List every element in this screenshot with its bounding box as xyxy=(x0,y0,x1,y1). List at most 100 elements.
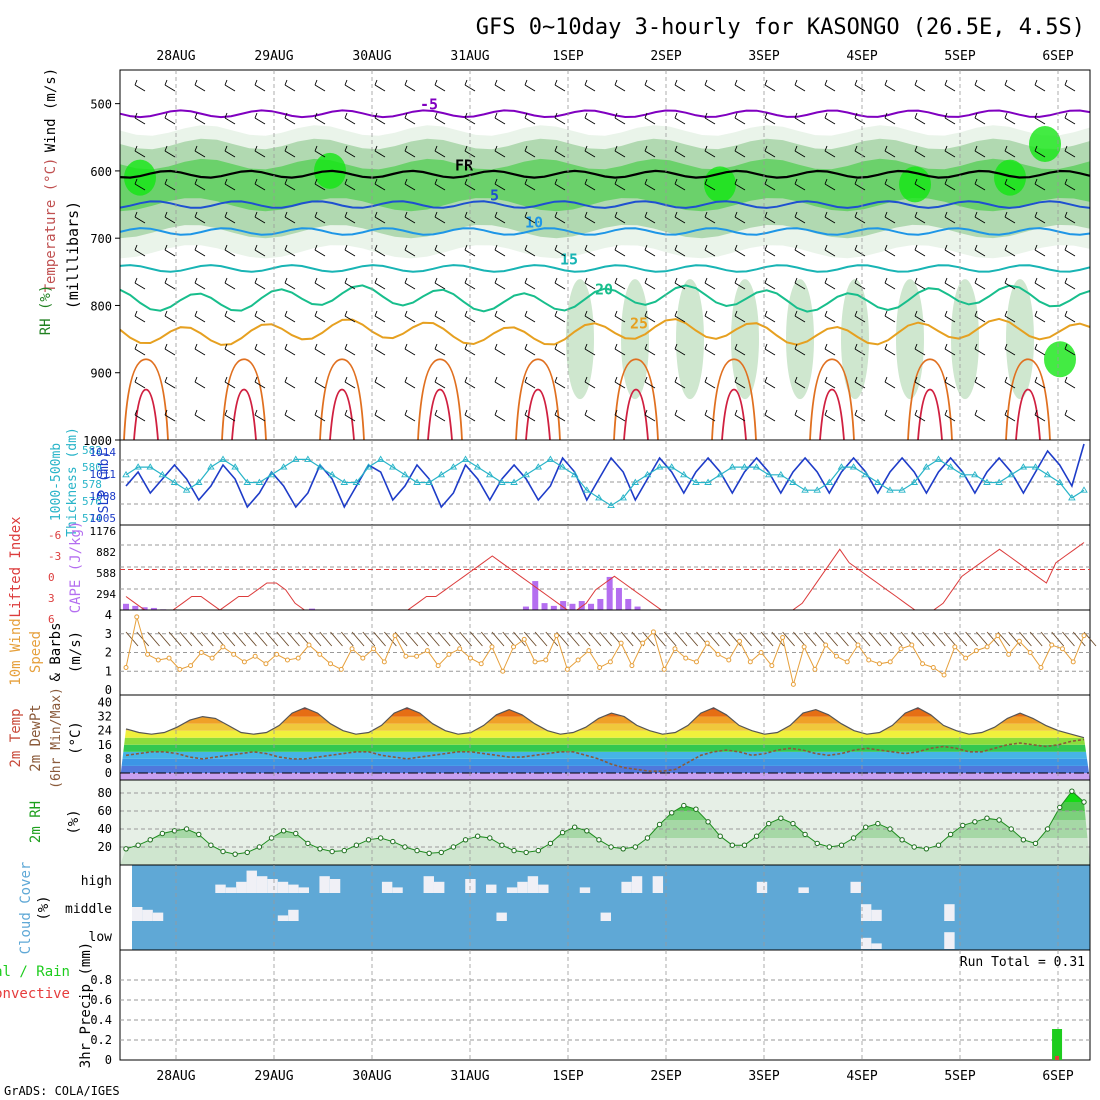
wind-barb xyxy=(1004,117,1016,125)
rh-convective-column xyxy=(896,279,924,400)
rh-shade-band xyxy=(120,158,1090,212)
wind-barb-flag xyxy=(794,211,798,218)
wind-barb xyxy=(734,381,746,389)
wind-barb xyxy=(344,84,356,92)
wind-barb-flag xyxy=(914,211,918,218)
wind-barb xyxy=(254,183,266,191)
date-label-bottom: 5SEP xyxy=(944,1069,975,1084)
cloud-high-bar xyxy=(538,884,549,893)
wind-barb xyxy=(314,216,326,224)
wind-barb-flag xyxy=(764,343,768,350)
wind-barb xyxy=(854,84,866,92)
wind-barb-flag xyxy=(704,211,708,218)
wind-barb xyxy=(164,414,176,422)
wind-speed-marker xyxy=(1070,659,1076,665)
cloud-high-bar xyxy=(329,879,341,893)
wind-barb xyxy=(674,183,686,191)
wind-barb xyxy=(524,84,536,92)
wind-barb-flag xyxy=(434,79,438,86)
thickness-marker xyxy=(413,478,421,485)
wind-speed-marker xyxy=(511,644,517,650)
wind-barb-flag xyxy=(134,145,138,152)
rh-marker xyxy=(244,849,250,856)
date-label-top: 1SEP xyxy=(552,49,583,64)
wind-barb xyxy=(868,631,882,647)
wind-barb-flag xyxy=(194,211,198,218)
contour-label: -5 xyxy=(420,96,438,114)
wind-speed-marker xyxy=(543,657,549,663)
warm-contour-loop xyxy=(613,358,659,441)
wind-barb-flag xyxy=(914,343,918,350)
rh-marker xyxy=(960,822,966,829)
wind-barb xyxy=(584,84,596,92)
wind-speed-marker xyxy=(876,661,882,667)
wind-barb xyxy=(704,150,716,158)
rh-convective-column xyxy=(676,279,704,400)
wind-barb xyxy=(314,183,326,191)
wind-barb-flag xyxy=(704,409,708,416)
rh-convective-column xyxy=(731,279,759,400)
wind-barb xyxy=(854,414,866,422)
wind-barb xyxy=(944,183,956,191)
cloud-high-bar xyxy=(517,881,528,893)
wind-barb-flag xyxy=(134,112,138,119)
wind-barb-flag xyxy=(524,178,528,185)
cloud-high-bar xyxy=(527,876,539,893)
wind-barb xyxy=(566,631,580,647)
wind-barb-flag xyxy=(1064,178,1068,185)
wind-barb xyxy=(734,216,746,224)
temp-band xyxy=(120,744,1090,752)
rh-marker xyxy=(208,842,214,848)
wind-barb-flag xyxy=(464,112,468,119)
temp-tick-label: 40 xyxy=(98,696,112,710)
cape-bar xyxy=(569,603,576,610)
wind-barb xyxy=(284,150,296,158)
wind-barb xyxy=(577,631,591,647)
wind-barb-flag xyxy=(554,178,558,185)
wind-barb-flag xyxy=(284,178,288,185)
rh-marker xyxy=(511,847,517,854)
wind-barb xyxy=(1034,381,1046,389)
wind10m-unit-label: (m/s) xyxy=(68,631,84,673)
wind-barb xyxy=(319,631,333,647)
wind-barb xyxy=(620,631,634,647)
wind-barb-flag xyxy=(914,310,918,317)
wind-speed-marker xyxy=(489,644,495,650)
wind-barb xyxy=(644,84,656,92)
wind-barb xyxy=(1062,631,1075,647)
wind-barb xyxy=(314,117,326,125)
date-label-bottom: 29AUG xyxy=(254,1069,293,1084)
wind-barb xyxy=(194,414,206,422)
wind-barb xyxy=(974,315,986,323)
wind-barb-flag xyxy=(854,145,858,152)
thickness-marker xyxy=(255,478,264,485)
wind-barb xyxy=(704,84,716,92)
wind-barb-flag xyxy=(704,145,708,152)
wind-barb-flag xyxy=(374,79,378,86)
cloud-high-bar xyxy=(267,879,278,893)
wind-barb xyxy=(794,282,806,290)
wind-barb-flag xyxy=(764,211,768,218)
thickness-series-line xyxy=(125,458,1085,507)
hot-contour-loop xyxy=(917,388,943,441)
wind-barb-flag xyxy=(884,178,888,185)
rh-marker xyxy=(863,824,869,830)
cape-bar xyxy=(578,601,585,610)
wind-barb xyxy=(599,631,612,647)
wind-barb-flag xyxy=(944,310,948,317)
wind-barb-flag xyxy=(404,244,408,251)
rh-marker xyxy=(365,837,372,843)
date-label-bottom: 6SEP xyxy=(1042,1069,1073,1084)
wind-barb xyxy=(914,381,926,389)
rh-marker xyxy=(887,826,893,832)
wind-barb xyxy=(704,381,716,389)
wind-barb xyxy=(254,282,266,290)
wind-barb xyxy=(494,216,506,224)
wind-barb-flag xyxy=(314,310,318,317)
thickness-marker xyxy=(425,478,433,485)
rh-marker xyxy=(705,819,711,825)
wind-barb xyxy=(914,117,926,125)
wind-barb-flag xyxy=(914,376,918,383)
wind-barb-flag xyxy=(524,310,528,317)
wind-barb-flag xyxy=(674,310,678,317)
